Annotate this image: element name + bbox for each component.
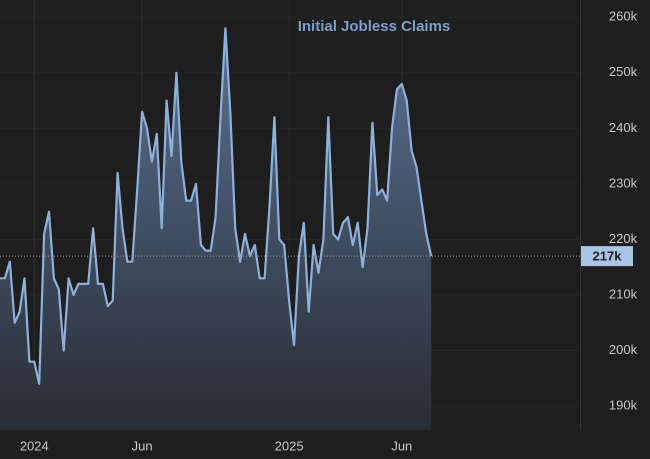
y-tick-label: 190k (609, 398, 638, 413)
chart-title: Initial Jobless Claims (298, 18, 451, 35)
y-tick-label: 220k (609, 231, 638, 246)
last-value-box (581, 246, 633, 267)
last-value-label: 217k (593, 249, 623, 264)
y-tick-label: 200k (609, 342, 638, 357)
y-tick-label: 210k (609, 286, 638, 301)
line (0, 27, 433, 385)
x-tick-label: 2025 (275, 438, 304, 453)
y-tick-label: 240k (609, 120, 638, 135)
y-tick-label: 260k (609, 9, 638, 24)
y-tick-label: 230k (609, 175, 638, 190)
x-tick-label: 2024 (20, 438, 49, 453)
x-tick-label: Jun (391, 438, 412, 453)
x-tick-label: Jun (132, 438, 153, 453)
area (0, 28, 432, 431)
y-tick-label: 250k (609, 64, 638, 79)
